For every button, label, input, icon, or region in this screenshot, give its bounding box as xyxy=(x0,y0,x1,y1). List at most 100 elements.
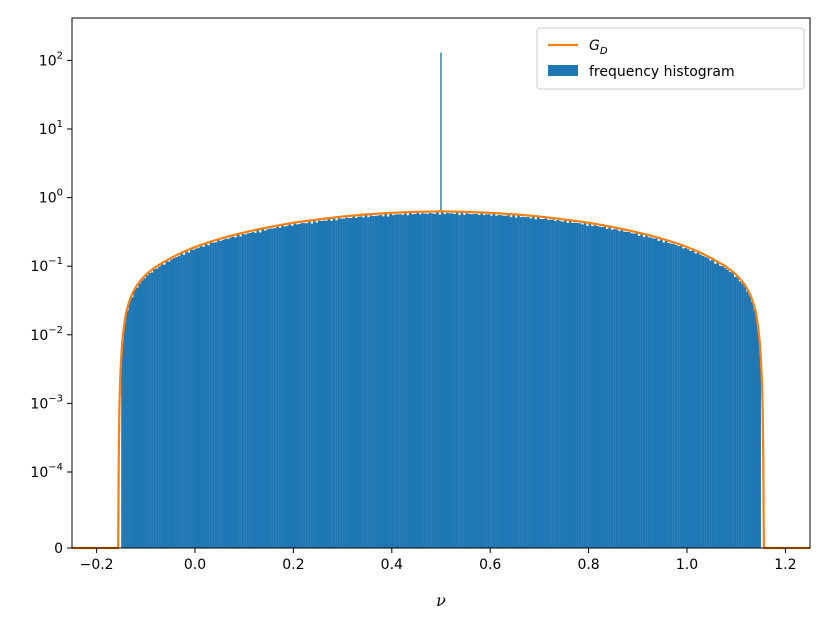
histogram-bar xyxy=(249,232,252,548)
histogram-bar xyxy=(416,213,420,548)
histogram-bar xyxy=(384,213,388,548)
histogram-bar xyxy=(610,229,614,548)
histogram-bar xyxy=(608,227,611,548)
histogram-bar xyxy=(468,213,471,548)
histogram-bar xyxy=(728,272,732,548)
histogram-bar xyxy=(741,283,744,548)
histogram-bar xyxy=(453,213,456,548)
histogram-bar xyxy=(126,310,129,548)
histogram-bar xyxy=(655,238,658,548)
histogram-bar xyxy=(150,272,154,548)
histogram-bar xyxy=(475,213,479,548)
histogram-bar xyxy=(305,223,309,548)
histogram-bar xyxy=(357,216,360,548)
histogram-bar xyxy=(411,214,415,549)
histogram-bars xyxy=(121,52,761,549)
histogram-bar xyxy=(573,222,577,548)
histogram-bar xyxy=(472,213,476,548)
histogram-bar xyxy=(445,213,449,548)
histogram-bar xyxy=(733,276,737,548)
histogram-bar xyxy=(131,297,134,548)
histogram-bar xyxy=(556,220,560,548)
histogram-bar xyxy=(625,231,629,548)
histogram-bar xyxy=(517,215,520,549)
histogram-bar xyxy=(650,237,653,548)
histogram-bar xyxy=(143,278,146,548)
histogram-bar xyxy=(423,213,427,548)
histogram-bar xyxy=(455,212,459,549)
histogram-bar xyxy=(544,218,547,548)
histogram-bar xyxy=(605,228,609,548)
histogram-bar xyxy=(714,263,717,548)
x-tick-label: 1.2 xyxy=(774,557,796,573)
histogram-bar xyxy=(581,224,584,548)
histogram-bar xyxy=(342,218,346,548)
histogram-bar xyxy=(246,233,250,548)
histogram-bar xyxy=(571,222,574,548)
histogram-bar xyxy=(318,220,321,549)
histogram-bar xyxy=(662,242,666,549)
histogram-bar xyxy=(485,214,488,548)
histogram-bar xyxy=(224,238,228,548)
histogram-bar xyxy=(438,214,442,548)
histogram-bar xyxy=(576,223,579,548)
histogram-bar xyxy=(121,342,124,548)
histogram-bar xyxy=(340,218,343,548)
y-tick-label: 100 xyxy=(39,188,63,207)
histogram-bar xyxy=(477,214,481,549)
histogram-bar xyxy=(396,214,400,548)
histogram-bar xyxy=(293,223,297,548)
histogram-bar xyxy=(372,215,375,548)
histogram-bar xyxy=(561,221,565,548)
histogram-bar xyxy=(667,242,670,549)
histogram-bar xyxy=(554,220,557,548)
gd-curve-line xyxy=(71,210,811,550)
histogram-bar xyxy=(325,220,328,548)
histogram-bar xyxy=(180,253,183,548)
histogram-bar xyxy=(463,214,466,548)
histogram-bar xyxy=(409,212,412,549)
histogram-bar xyxy=(332,217,336,548)
histogram-bar xyxy=(711,259,715,548)
histogram-bar xyxy=(251,232,255,548)
histogram-bar xyxy=(480,213,483,549)
histogram-bar xyxy=(239,236,242,549)
histogram-bar xyxy=(347,217,351,548)
histogram-bar xyxy=(185,250,188,548)
histogram-bar xyxy=(352,216,356,548)
histogram-bar xyxy=(566,223,570,548)
histogram-bar xyxy=(492,213,496,548)
histogram-bar xyxy=(699,254,702,548)
histogram-bar xyxy=(288,224,292,548)
y-tick-label: 10−4 xyxy=(30,462,63,481)
histogram-bar xyxy=(271,228,274,549)
histogram-bar xyxy=(219,240,223,548)
histogram-bar xyxy=(256,229,260,548)
legend-label-gd-main: G xyxy=(589,38,600,54)
histogram-bar xyxy=(394,214,397,549)
histogram-bar xyxy=(696,252,700,549)
y-tick-label: 102 xyxy=(39,50,63,69)
histogram-bar xyxy=(615,229,619,548)
histogram-bar xyxy=(534,219,538,549)
histogram-bar xyxy=(527,216,530,549)
y-tick-label: 10−2 xyxy=(30,325,63,344)
histogram-bar xyxy=(495,215,498,549)
histogram-bar xyxy=(630,233,634,549)
histogram-bar xyxy=(687,249,690,548)
histogram-bar xyxy=(204,243,208,548)
histogram-bar xyxy=(659,238,663,548)
histogram-bar xyxy=(369,215,373,548)
histogram-bar xyxy=(167,261,171,548)
histogram-bar xyxy=(502,215,506,548)
histogram-bar xyxy=(718,265,722,548)
histogram-bar xyxy=(322,220,326,549)
histogram-bar xyxy=(303,223,306,548)
histogram-bar xyxy=(236,234,240,548)
histogram-bar xyxy=(674,245,678,548)
histogram-bar xyxy=(327,219,331,548)
histogram-bar xyxy=(682,248,685,548)
histogram-bar xyxy=(750,301,754,548)
histogram-bar xyxy=(490,215,493,548)
histogram-bar xyxy=(709,260,712,548)
